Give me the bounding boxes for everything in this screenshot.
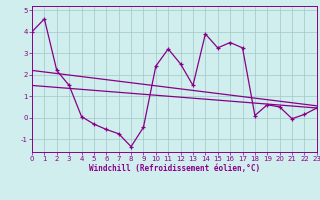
X-axis label: Windchill (Refroidissement éolien,°C): Windchill (Refroidissement éolien,°C) bbox=[89, 164, 260, 173]
